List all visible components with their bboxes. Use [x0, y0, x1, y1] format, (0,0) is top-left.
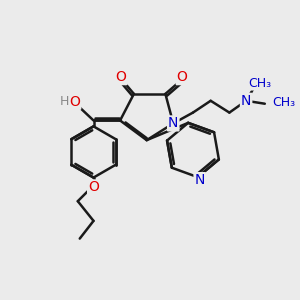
Text: N: N [194, 173, 205, 187]
Text: O: O [177, 70, 188, 84]
Text: O: O [116, 70, 127, 84]
Text: N: N [168, 116, 178, 130]
Text: CH₃: CH₃ [248, 76, 272, 90]
Text: N: N [241, 94, 251, 108]
Text: O: O [88, 180, 99, 194]
Text: H: H [59, 95, 69, 108]
Text: O: O [69, 95, 80, 109]
Text: CH₃: CH₃ [273, 96, 296, 109]
